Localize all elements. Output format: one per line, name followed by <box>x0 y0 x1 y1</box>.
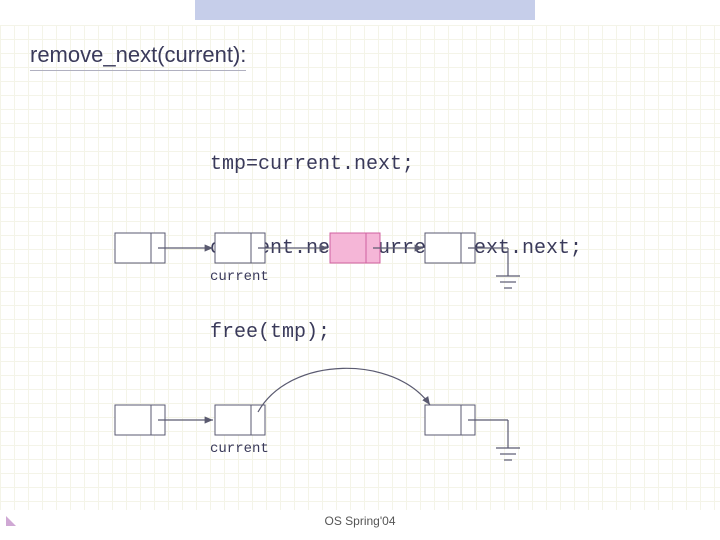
corner-accent-icon <box>6 516 16 526</box>
list-node-current <box>215 405 265 435</box>
header-accent-bar <box>195 0 535 20</box>
list-node <box>425 405 475 435</box>
list-node-removed <box>330 233 380 263</box>
current-label: current <box>210 441 269 457</box>
list-node <box>115 233 165 263</box>
slide-title: remove_next(current): <box>30 42 246 71</box>
linked-list-after: current <box>0 350 720 490</box>
null-ground <box>468 248 520 288</box>
null-ground <box>468 420 520 460</box>
list-node <box>425 233 475 263</box>
linked-list-before: current <box>0 218 720 338</box>
slide-footer: OS Spring'04 <box>0 514 720 528</box>
list-node <box>115 405 165 435</box>
code-line: tmp=current.next; <box>210 151 582 179</box>
current-label: current <box>210 269 269 285</box>
list-node-current <box>215 233 265 263</box>
skip-pointer <box>258 368 430 412</box>
